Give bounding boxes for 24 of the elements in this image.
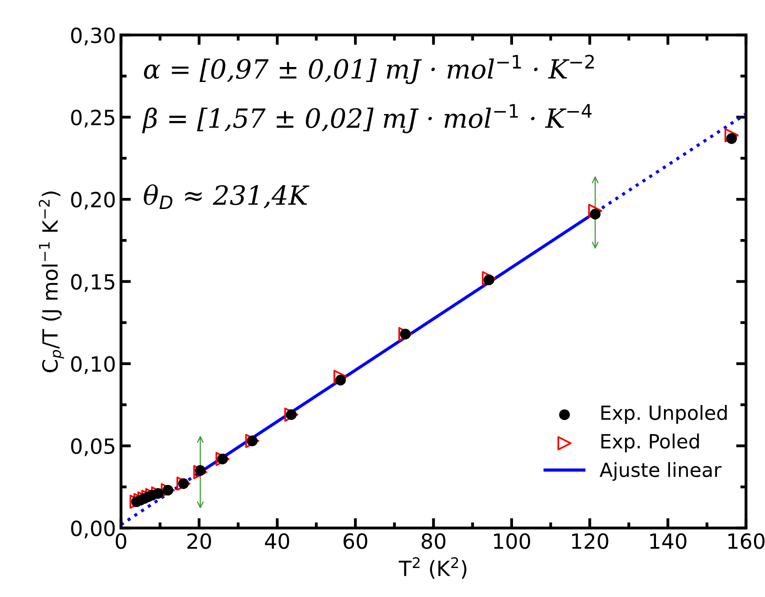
- y-tick-label: 0,00: [71, 520, 115, 538]
- legend-label: Exp. Poled: [601, 434, 699, 452]
- annotation: θ$_{D}$ ≈ 231,4K: [144, 184, 310, 210]
- x-tick-label: 80: [422, 533, 446, 549]
- annotation: α = [0,97 ± 0,01] mJ · mol$^{−1}$ · K$^{−2}$: [144, 54, 594, 84]
- x-tick-label: 160: [728, 533, 764, 549]
- x-tick-label: 60: [344, 533, 368, 549]
- x-tick-label: 140: [650, 533, 686, 549]
- y-tick-label: 0,15: [71, 274, 114, 292]
- y-tick-label: 0,10: [71, 356, 115, 374]
- y-axis-title: C$_{p}$/T (J mol$^{−1}$ K$^{−2}$): [38, 192, 64, 372]
- x-tick-label: 100: [494, 533, 530, 549]
- y-tick-label: 0,05: [71, 438, 114, 456]
- legend-label: Ajuste linear: [600, 462, 722, 481]
- y-tick-label: 0,30: [71, 27, 115, 46]
- x-tick-label: 40: [265, 533, 290, 549]
- y-tick-label: 0,20: [71, 192, 115, 210]
- legend-label: Exp. Unpoled: [601, 405, 727, 424]
- x-tick-label: 20: [187, 533, 211, 549]
- x-tick-label: 120: [572, 533, 608, 549]
- y-tick-label: 0,25: [71, 110, 114, 128]
- annotation: β = [1,57 ± 0,02] mJ · mol$^{−1}$ · K$^{−4}$: [142, 104, 592, 134]
- x-tick-label: 0: [116, 533, 126, 549]
- x-axis-title: T$^{2}$ (K$^{2}$): [398, 557, 466, 579]
